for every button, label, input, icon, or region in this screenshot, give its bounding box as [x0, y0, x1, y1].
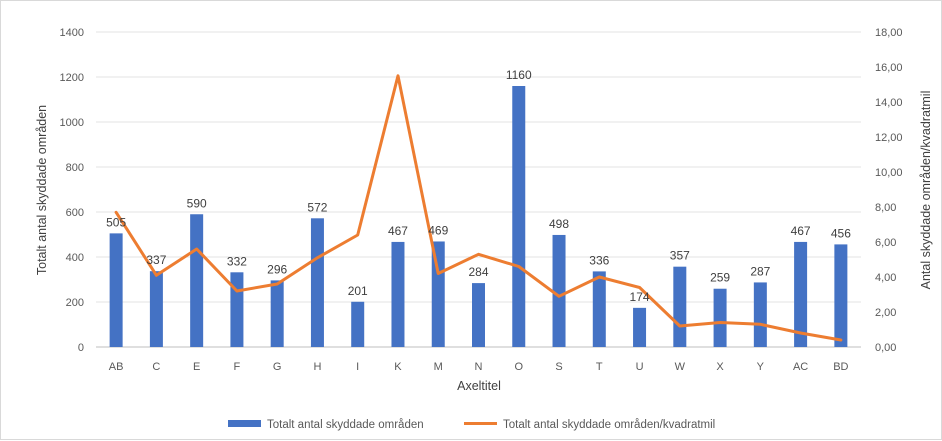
y-tick-label: 1200 [60, 72, 84, 84]
x-tick-label: AC [793, 361, 808, 373]
bar-value-label: 498 [549, 217, 569, 231]
legend-label-bar: Totalt antal skyddade områden [267, 419, 424, 431]
bar-series [110, 86, 848, 347]
y2-tick-label: 2,00 [875, 307, 896, 319]
y2-tick-label: 18,00 [875, 27, 903, 39]
bar-value-label: 456 [831, 226, 851, 240]
x-tick-label: C [152, 361, 160, 373]
y-tick-label: 0 [78, 342, 84, 354]
bar-value-label: 332 [227, 254, 247, 268]
bar-value-label: 259 [710, 271, 730, 285]
legend-label-line: Totalt antal skyddade områden/kvadratmil [503, 419, 715, 431]
bar [271, 280, 284, 347]
y2-tick-label: 16,00 [875, 62, 903, 74]
bar [714, 289, 727, 347]
y-axis-left-ticks: 0 200 400 600 800 1000 1200 1400 [60, 27, 84, 354]
bar [633, 308, 646, 347]
y-tick-label: 600 [66, 207, 84, 219]
bar-value-label: 572 [307, 200, 327, 214]
x-tick-label: E [193, 361, 200, 373]
x-tick-label: BD [833, 361, 848, 373]
x-tick-label: N [475, 361, 483, 373]
y2-tick-label: 14,00 [875, 97, 903, 109]
bar-value-label: 467 [388, 224, 408, 238]
y-axis-right-ticks: 0,00 2,00 4,00 6,00 8,00 10,00 12,00 14,00 16,00… [875, 27, 903, 354]
bar [512, 86, 525, 347]
x-tick-label: K [394, 361, 402, 373]
y-tick-label: 1000 [60, 117, 84, 129]
bar [110, 233, 123, 347]
bar-value-label: 174 [630, 290, 650, 304]
bar-value-label: 287 [750, 264, 770, 278]
x-tick-label: U [636, 361, 644, 373]
legend-swatch-bar [228, 420, 261, 427]
data-labels: 505 337 590 332 296 572 201 467 469 284 1160 498 336… [106, 68, 851, 304]
x-tick-label: T [596, 361, 603, 373]
bar-value-label: 336 [589, 253, 609, 267]
bar-value-label: 467 [791, 224, 811, 238]
x-axis-title: Axeltitel [457, 379, 501, 393]
x-tick-label: S [555, 361, 562, 373]
x-tick-label: X [716, 361, 724, 373]
bar [230, 272, 243, 347]
y2-tick-label: 10,00 [875, 167, 903, 179]
x-tick-label: M [434, 361, 443, 373]
y-tick-label: 1400 [60, 27, 84, 39]
y-tick-label: 400 [66, 252, 84, 264]
legend: Totalt antal skyddade områden Totalt ant… [228, 419, 715, 431]
bar-value-label: 590 [187, 196, 207, 210]
y2-tick-label: 8,00 [875, 202, 896, 214]
y2-tick-label: 0,00 [875, 342, 896, 354]
bar [834, 244, 847, 347]
bar-value-label: 296 [267, 262, 287, 276]
bar [754, 282, 767, 347]
bar-value-label: 337 [146, 253, 166, 267]
bar-value-label: 357 [670, 249, 690, 263]
x-tick-label: Y [757, 361, 765, 373]
bar [472, 283, 485, 347]
bar [673, 267, 686, 347]
bar [553, 235, 566, 347]
bar-value-label: 505 [106, 215, 126, 229]
bar-value-label: 469 [428, 223, 448, 237]
x-tick-label: W [675, 361, 686, 373]
y2-tick-label: 4,00 [875, 272, 896, 284]
bar-value-label: 201 [348, 284, 368, 298]
bar [150, 271, 163, 347]
bar-value-label: 284 [468, 265, 488, 279]
y-tick-label: 800 [66, 162, 84, 174]
x-tick-label: G [273, 361, 282, 373]
x-tick-label: O [514, 361, 523, 373]
x-tick-label: AB [109, 361, 124, 373]
bar [593, 271, 606, 347]
x-tick-label: F [234, 361, 241, 373]
bar [351, 302, 364, 347]
x-axis-ticks: AB C E F G H I K M N O S T U W X Y AC BD [109, 361, 849, 373]
y-axis-right-title: Antal skyddade områden/kvadratmil [919, 91, 933, 290]
y-tick-label: 200 [66, 297, 84, 309]
y2-tick-label: 12,00 [875, 132, 903, 144]
y2-tick-label: 6,00 [875, 237, 896, 249]
y-axis-left-title: Totalt antal skyddade områden [35, 105, 49, 275]
x-tick-label: I [356, 361, 359, 373]
x-tick-label: H [313, 361, 321, 373]
bar-value-label: 1160 [506, 68, 532, 82]
bar [391, 242, 404, 347]
bar [311, 218, 324, 347]
bar [190, 214, 203, 347]
